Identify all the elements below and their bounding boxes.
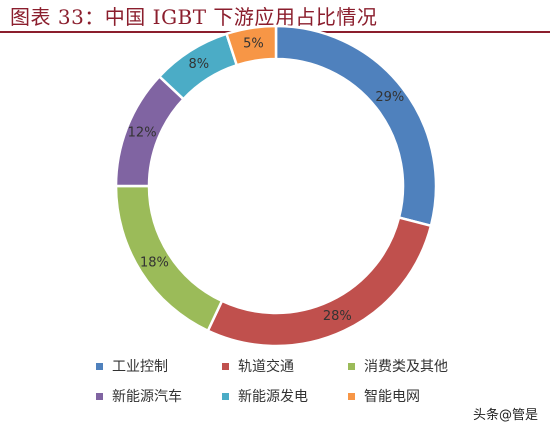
legend-swatch <box>96 392 103 400</box>
legend-label: 消费类及其他 <box>364 359 448 375</box>
legend-swatch <box>222 392 229 400</box>
slice-label: 5% <box>243 36 264 51</box>
chart-title: 图表 33：中国 IGBT 下游应用占比情况 <box>10 5 378 29</box>
legend-swatch <box>222 362 229 370</box>
legend-item: 工业控制 <box>96 356 222 376</box>
legend-item: 新能源汽车 <box>96 386 222 406</box>
legend-label: 工业控制 <box>112 359 168 375</box>
donut-slice <box>114 184 224 333</box>
legend-label: 轨道交通 <box>238 359 294 375</box>
slice-label: 18% <box>140 256 169 271</box>
legend-label: 新能源发电 <box>238 389 308 405</box>
legend-label: 新能源汽车 <box>112 389 182 405</box>
donut-chart: 29% 28% 18% 12% 8% 5% <box>114 24 438 348</box>
legend-swatch <box>96 362 103 370</box>
legend-swatch <box>348 362 355 370</box>
donut-slice <box>206 216 433 348</box>
donut-slice <box>274 24 438 228</box>
slice-label: 8% <box>189 57 210 72</box>
chart-legend: 工业控制 轨道交通 消费类及其他新能源汽车 新能源发电 智能电网 <box>96 356 496 406</box>
watermark: 头条@管是 <box>472 408 538 423</box>
legend-item: 新能源发电 <box>222 386 348 406</box>
legend-item: 智能电网 <box>348 386 496 406</box>
donut-slice <box>224 24 278 67</box>
legend-item: 轨道交通 <box>222 356 348 376</box>
slice-label: 29% <box>375 90 404 105</box>
legend-item: 消费类及其他 <box>348 356 496 376</box>
slice-label: 12% <box>128 125 157 140</box>
legend-label: 智能电网 <box>364 389 420 405</box>
legend-swatch <box>348 392 355 400</box>
slice-label: 28% <box>323 309 352 324</box>
